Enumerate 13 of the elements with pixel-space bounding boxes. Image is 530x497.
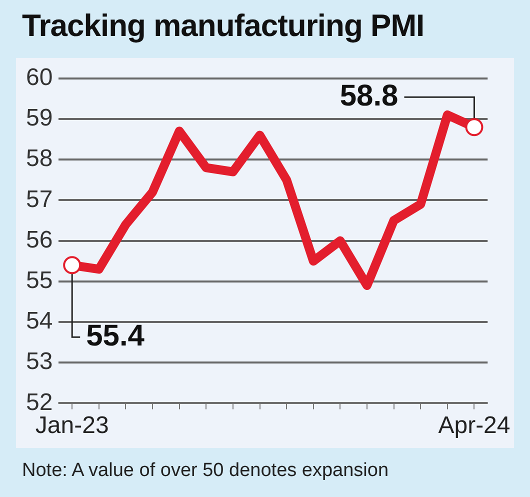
y-tick-label: 57 bbox=[26, 186, 53, 213]
text: Note: A value of over 50 denotes expansion bbox=[22, 460, 389, 482]
y-tick-label: 58 bbox=[26, 145, 53, 172]
y-tick-label: 53 bbox=[26, 348, 53, 376]
y-tick-label: 59 bbox=[26, 104, 53, 132]
annotation: 58.8 bbox=[340, 79, 398, 112]
chart-title: Tracking manufacturing PMI bbox=[22, 8, 424, 44]
x-tick-label: Apr-24 bbox=[438, 412, 510, 440]
y-tick-label: 55 bbox=[26, 267, 53, 294]
y-tick-label: 54 bbox=[26, 308, 53, 335]
y-tick-label: 56 bbox=[26, 226, 53, 254]
y-tick-label: 60 bbox=[26, 64, 53, 92]
annotation: 55.4 bbox=[86, 319, 145, 352]
